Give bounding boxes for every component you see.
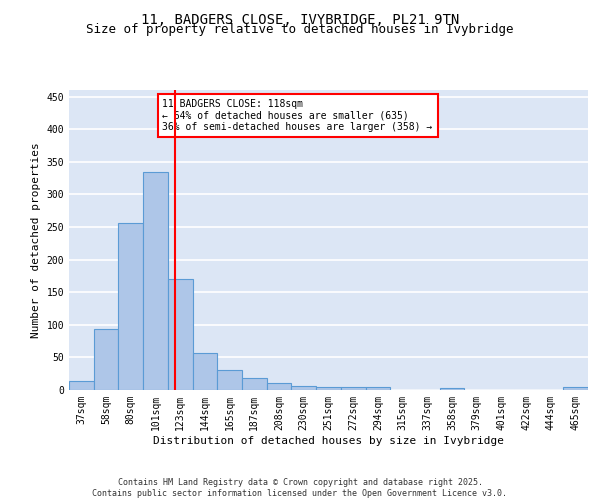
Bar (168, 279, 193, 390)
Bar (365, 386, 390, 390)
Text: 11 BADGERS CLOSE: 118sqm
← 64% of detached houses are smaller (635)
36% of semi-: 11 BADGERS CLOSE: 118sqm ← 64% of detach… (163, 99, 433, 132)
Text: Size of property relative to detached houses in Ivybridge: Size of property relative to detached ho… (86, 22, 514, 36)
Bar (292, 386, 316, 390)
Bar (341, 386, 365, 390)
Bar (316, 386, 341, 390)
Bar (242, 378, 267, 390)
Bar (440, 388, 464, 390)
Bar (267, 384, 292, 390)
Bar (563, 388, 588, 390)
Bar (94, 328, 118, 390)
X-axis label: Distribution of detached houses by size in Ivybridge: Distribution of detached houses by size … (153, 436, 504, 446)
Bar (118, 223, 143, 390)
Bar (193, 353, 217, 390)
Text: 11, BADGERS CLOSE, IVYBRIDGE, PL21 9TN: 11, BADGERS CLOSE, IVYBRIDGE, PL21 9TN (141, 12, 459, 26)
Bar (217, 370, 242, 390)
Bar (143, 172, 168, 390)
Y-axis label: Number of detached properties: Number of detached properties (31, 142, 41, 338)
Bar (69, 381, 94, 390)
Text: Contains HM Land Registry data © Crown copyright and database right 2025.
Contai: Contains HM Land Registry data © Crown c… (92, 478, 508, 498)
